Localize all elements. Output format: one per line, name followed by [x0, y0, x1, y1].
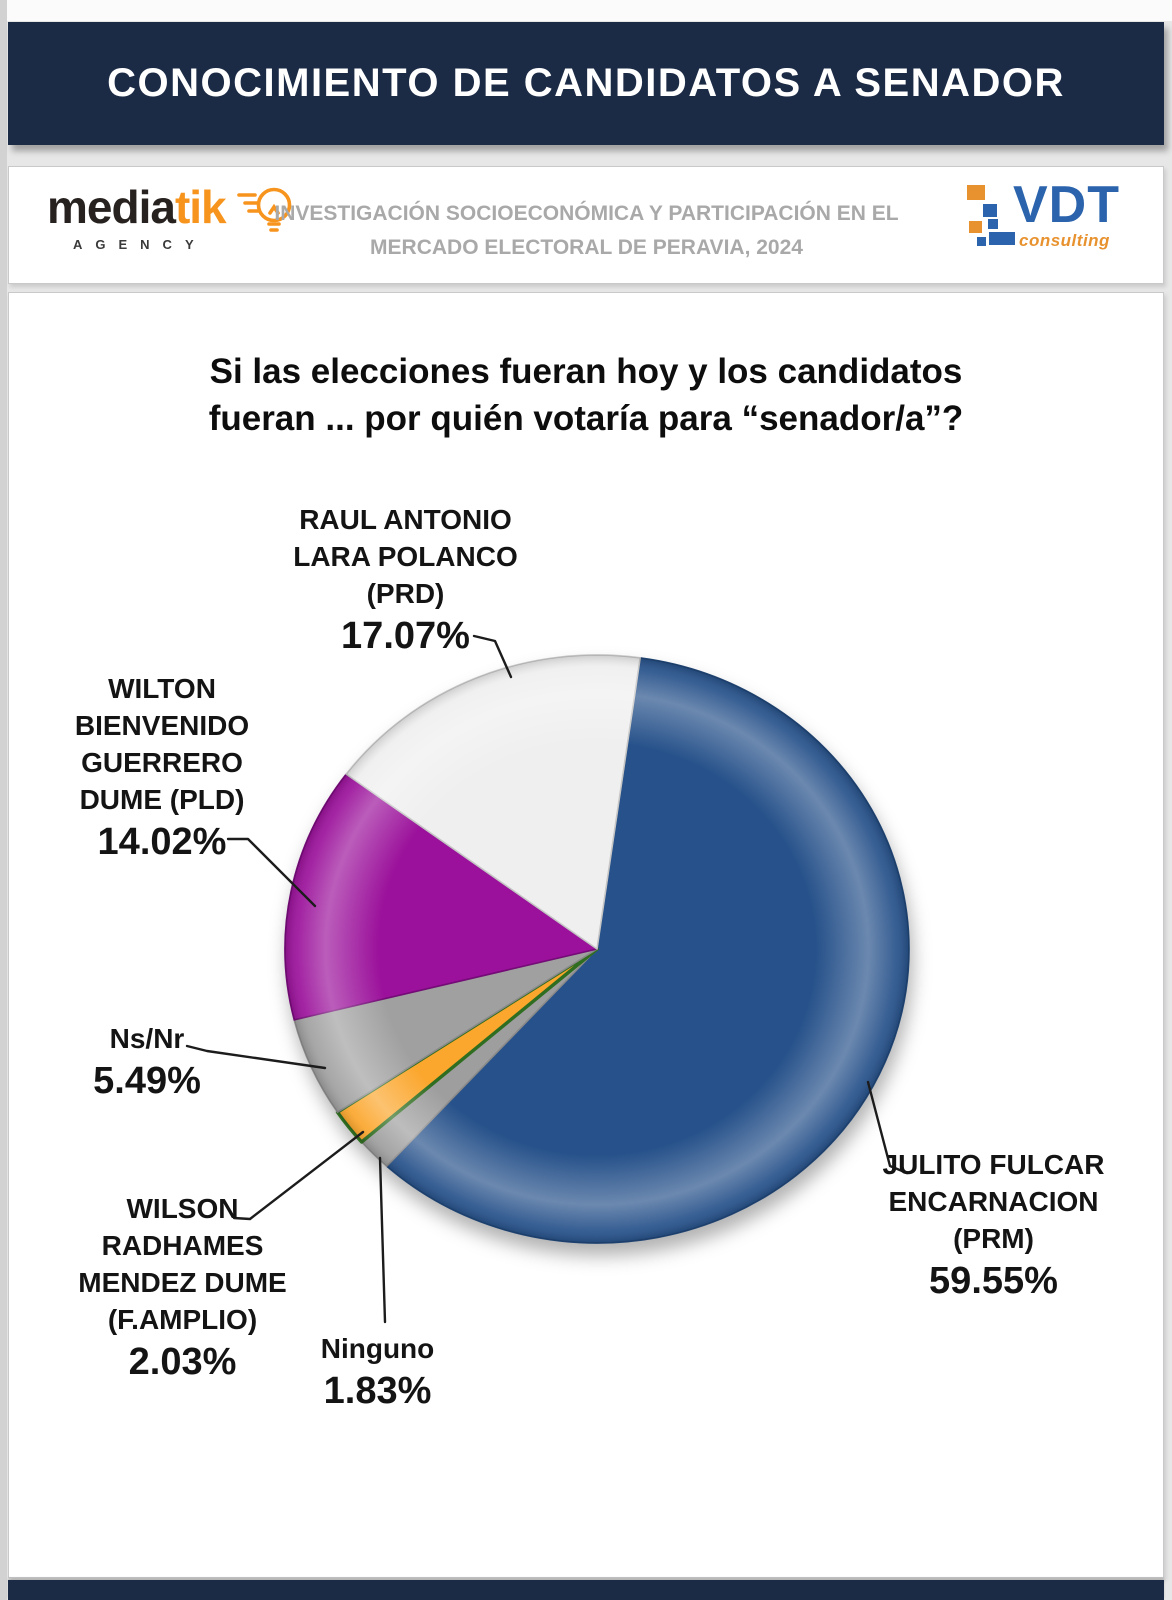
- mediatik-word-orange: tik: [174, 181, 227, 233]
- mediatik-wordmark: mediatik: [47, 181, 287, 233]
- pie-label-famplio: WILSON RADHAMES MENDEZ DUME (F.AMPLIO) 2…: [70, 1190, 295, 1384]
- page-top-margin: [0, 0, 1172, 21]
- vdt-mosaic-square: [977, 237, 986, 246]
- header-card: mediatik AGENCY INVESTIGACIÓN SOCIOECONÓ…: [8, 166, 1164, 284]
- vdt-mosaic-square: [983, 204, 997, 217]
- mediatik-word-black: media: [47, 181, 176, 233]
- study-title-line1: INVESTIGACIÓN SOCIOECONÓMICA Y PARTICIPA…: [274, 202, 899, 225]
- mediatik-logo: mediatik AGENCY: [47, 181, 292, 271]
- vdt-mosaic-square: [967, 185, 985, 200]
- candidate-percent: 59.55%: [929, 1260, 1058, 1302]
- lightbulb-icon: [237, 187, 292, 232]
- candidate-name: Ns/Nr: [109, 1023, 185, 1054]
- mediatik-tagline: AGENCY: [73, 237, 207, 252]
- candidate-name: Ninguno: [320, 1333, 435, 1364]
- pie-label-pld: WILTON BIENVENIDO GUERRERO DUME (PLD) 14…: [56, 670, 268, 864]
- study-title-line2: MERCADO ELECTORAL DE PERAVIA, 2024: [370, 236, 803, 259]
- chart-question-title: Si las elecciones fueran hoy y los candi…: [8, 348, 1164, 442]
- candidate-percent: 17.07%: [341, 615, 470, 657]
- vdt-mosaic-square: [989, 232, 1015, 245]
- candidate-percent: 2.03%: [128, 1341, 237, 1383]
- candidate-name: WILTON BIENVENIDO GUERRERO DUME (PLD): [74, 673, 250, 815]
- pie-label-nsnr: Ns/Nr 5.49%: [72, 1020, 222, 1103]
- candidate-name: RAUL ANTONIO LARA POLANCO (PRD): [293, 504, 518, 609]
- candidate-percent: 5.49%: [93, 1060, 201, 1102]
- study-title: INVESTIGACIÓN SOCIOECONÓMICA Y PARTICIPA…: [274, 197, 899, 265]
- candidate-name: WILSON RADHAMES MENDEZ DUME (F.AMPLIO): [78, 1193, 287, 1335]
- pie-label-prd: RAUL ANTONIO LARA POLANCO (PRD) 17.07%: [288, 501, 523, 658]
- page-title: CONOCIMIENTO DE CANDIDATOS A SENADOR: [107, 61, 1065, 105]
- candidate-percent: 14.02%: [97, 821, 227, 863]
- vdt-tagline: consulting: [1019, 231, 1110, 250]
- page-left-margin: [0, 0, 7, 1600]
- chart-card: [8, 292, 1164, 1578]
- question-line1: Si las elecciones fueran hoy y los candi…: [209, 352, 963, 391]
- pie-label-prm: JULITO FULCAR ENCARNACION (PRM) 59.55%: [876, 1146, 1111, 1303]
- title-banner: CONOCIMIENTO DE CANDIDATOS A SENADOR: [8, 22, 1164, 145]
- pie-label-ninguno: Ninguno 1.83%: [305, 1330, 450, 1413]
- vdt-mosaic-square: [969, 221, 982, 233]
- question-line2: fueran ... por quién votaría para “senad…: [208, 399, 964, 438]
- vdt-logo: VDT consulting: [967, 176, 1127, 269]
- candidate-name: JULITO FULCAR ENCARNACION (PRM): [882, 1149, 1105, 1254]
- vdt-wordmark: VDT: [1013, 176, 1120, 234]
- candidate-percent: 1.83%: [323, 1370, 432, 1412]
- vdt-mosaic-square: [988, 219, 998, 229]
- bottom-bar: [8, 1580, 1164, 1600]
